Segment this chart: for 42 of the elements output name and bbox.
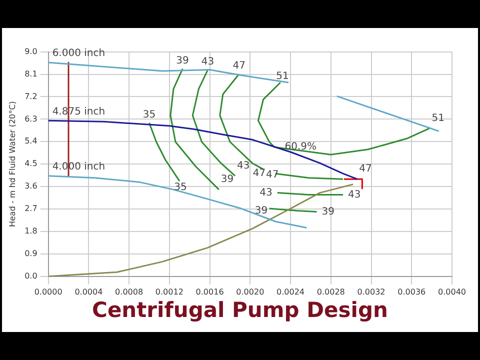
y-tick-label: 6.3 bbox=[24, 114, 38, 124]
x-tick-label: 0.0024 bbox=[276, 287, 305, 296]
annotation: 39 bbox=[254, 205, 268, 216]
annotation: 43 bbox=[260, 187, 272, 198]
annotation: 43 bbox=[237, 160, 250, 172]
annotation: 39 bbox=[322, 206, 334, 218]
x-tick-label: 0.0008 bbox=[115, 287, 144, 296]
annotation: 35 bbox=[142, 110, 156, 121]
annotation: 60.9% bbox=[284, 142, 317, 153]
y-tick-label: 1.8 bbox=[24, 226, 38, 236]
annotation: 47 bbox=[266, 169, 279, 180]
x-tick-label: 0.0016 bbox=[196, 287, 224, 296]
annotation: 47 bbox=[252, 168, 266, 180]
x-tick-label: 0.0040 bbox=[438, 287, 466, 296]
y-axis-title: Head - m hd Fluid Water (20°C) bbox=[8, 101, 17, 228]
y-tick-label: 3.6 bbox=[24, 182, 38, 191]
x-tick-label: 0.0012 bbox=[155, 287, 184, 296]
annotation: 43 bbox=[201, 56, 214, 68]
y-tick-label: 4.5 bbox=[24, 159, 38, 168]
annotation: 35 bbox=[174, 182, 187, 193]
y-tick-label: 2.7 bbox=[24, 204, 38, 214]
x-tick-label: 0.0004 bbox=[74, 287, 103, 296]
x-tick-label: 0.0032 bbox=[357, 287, 386, 296]
annotation: 43 bbox=[348, 189, 361, 200]
y-tick-label: 8.1 bbox=[24, 69, 38, 78]
text: Centrifugal Pump Design bbox=[91, 298, 389, 322]
annotation: 51 bbox=[432, 112, 445, 124]
annotation: 6.000 inch bbox=[52, 48, 106, 60]
y-tick-label: 5.4 bbox=[24, 136, 38, 146]
y-tick-label: 0.0 bbox=[24, 271, 38, 280]
y-tick-label: 9.0 bbox=[24, 46, 38, 56]
x-tick-label: 0.0020 bbox=[236, 287, 264, 296]
y-tick-label: 0.9 bbox=[24, 249, 38, 258]
x-tick-label: 0.0036 bbox=[398, 287, 426, 296]
annotation: 51 bbox=[276, 70, 289, 82]
annotation: 39 bbox=[220, 174, 234, 186]
annotation: 47 bbox=[359, 164, 372, 175]
annotation: 39 bbox=[176, 55, 189, 66]
x-tick-label: 0.0028 bbox=[316, 287, 345, 296]
y-tick-label: 7.2 bbox=[24, 92, 38, 101]
annotation: 47 bbox=[232, 60, 246, 72]
x-tick-label: 0.0000 bbox=[34, 287, 62, 296]
